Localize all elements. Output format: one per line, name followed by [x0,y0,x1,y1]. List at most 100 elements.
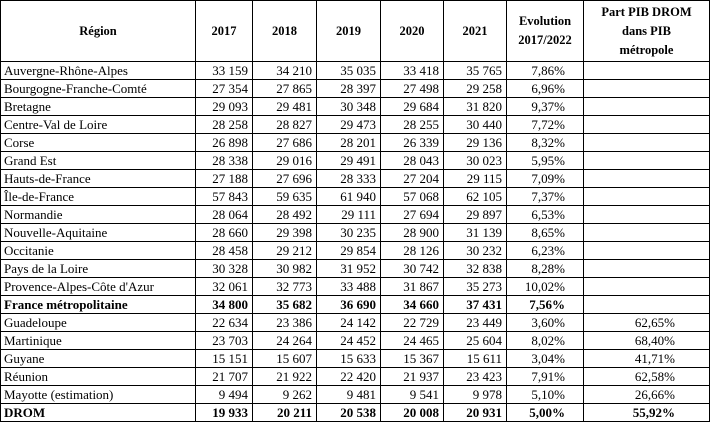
table-row: Centre-Val de Loire 28 258 28 827 29 473 28 … [0,115,710,134]
value-cell: 29 136 [443,133,507,152]
value-cell: 7,86% [506,61,584,80]
value-cell: 30 440 [443,115,507,134]
value-cell: 3,60% [506,313,584,332]
value-cell: 33 418 [380,61,444,80]
value-cell: 9 494 [195,385,253,404]
header-cell: 2020 [380,0,444,62]
value-cell: 7,37% [506,187,584,206]
region-cell: Centre-Val de Loire [0,115,196,134]
value-cell: 36 690 [316,295,381,314]
table-row: Guadeloupe 22 634 23 386 24 142 22 729 23 449… [0,313,710,332]
region-cell: Guyane [0,349,196,368]
value-cell: 57 843 [195,187,253,206]
region-cell: Normandie [0,205,196,224]
value-cell: 29 111 [316,205,381,224]
value-cell: 30 982 [252,259,317,278]
region-cell: Guadeloupe [0,313,196,332]
value-cell: 30 232 [443,241,507,260]
value-cell: 15 633 [316,349,381,368]
value-cell: 20 931 [443,403,507,422]
value-cell: 7,72% [506,115,584,134]
value-cell: 26 898 [195,133,253,152]
value-cell: 27 696 [252,169,317,188]
header-cell: Part PIB DROM dans PIB métropole [583,0,710,62]
table-row: France métropolitaine 34 800 35 682 36 690 3… [0,295,710,314]
value-cell: 27 865 [252,79,317,98]
value-cell: 30 235 [316,223,381,242]
header-row: Région 2017 2018 2019 2020 2021 Evolution 2017… [0,0,710,62]
value-cell: 20 538 [316,403,381,422]
region-cell: Île-de-France [0,187,196,206]
table-row: Auvergne-Rhône-Alpes 33 159 34 210 35 035 33… [0,61,710,80]
empty-cell [583,61,710,80]
value-cell: 7,56% [506,295,584,314]
value-cell: 9 262 [252,385,317,404]
value-cell: 23 423 [443,367,507,386]
value-cell: 61 940 [316,187,381,206]
value-cell: 9,37% [506,97,584,116]
empty-cell [583,187,710,206]
value-cell: 33 488 [316,277,381,296]
value-cell: 7,91% [506,367,584,386]
value-cell: 7,09% [506,169,584,188]
value-cell: 22 420 [316,367,381,386]
value-cell: 8,32% [506,133,584,152]
value-cell: 25 604 [443,331,507,350]
value-cell: 22 729 [380,313,444,332]
value-cell: 28 458 [195,241,253,260]
table-row: Île-de-France 57 843 59 635 61 940 57 068 62 … [0,187,710,206]
value-cell: 28 660 [195,223,253,242]
table-body: Auvergne-Rhône-Alpes 33 159 34 210 35 035 33… [0,61,710,422]
value-cell: 27 204 [380,169,444,188]
region-cell: Réunion [0,367,196,386]
value-cell: 32 061 [195,277,253,296]
value-cell: 28 338 [195,151,253,170]
empty-cell [583,97,710,116]
value-cell: 33 159 [195,61,253,80]
value-cell: 29 115 [443,169,507,188]
value-cell: 27 498 [380,79,444,98]
table-row: Pays de la Loire 30 328 30 982 31 952 30 742… [0,259,710,278]
value-cell: 28 043 [380,151,444,170]
empty-cell [583,151,710,170]
value-cell: 31 867 [380,277,444,296]
empty-cell [583,205,710,224]
table-row: Nouvelle-Aquitaine 28 660 29 398 30 235 28 9… [0,223,710,242]
value-cell: 8,02% [506,331,584,350]
region-cell: Martinique [0,331,196,350]
value-cell: 27 686 [252,133,317,152]
value-cell: 28 397 [316,79,381,98]
value-cell: 29 212 [252,241,317,260]
value-cell: 31 820 [443,97,507,116]
value-cell: 59 635 [252,187,317,206]
value-cell: 28 492 [252,205,317,224]
value-cell: 20 008 [380,403,444,422]
empty-cell [583,259,710,278]
value-cell: 37 431 [443,295,507,314]
value-cell: 15 367 [380,349,444,368]
value-cell: 28 201 [316,133,381,152]
header-cell: Région [0,0,196,62]
value-cell: 27 694 [380,205,444,224]
value-cell: 19 933 [195,403,253,422]
region-cell: DROM [0,403,196,422]
value-cell: 34 660 [380,295,444,314]
header-cell: 2019 [316,0,381,62]
empty-cell [583,79,710,98]
value-cell: 30 348 [316,97,381,116]
value-cell: 6,23% [506,241,584,260]
value-cell: 28 827 [252,115,317,134]
value-cell: 6,53% [506,205,584,224]
value-cell: 22 634 [195,313,253,332]
table-row: Occitanie 28 458 29 212 29 854 28 126 30 232 6… [0,241,710,260]
region-cell: Bourgogne-Franche-Comté [0,79,196,98]
value-cell: 31 952 [316,259,381,278]
empty-cell [583,295,710,314]
table-row: Provence-Alpes-Côte d'Azur 32 061 32 773 33… [0,277,710,296]
value-cell: 35 765 [443,61,507,80]
table-row: Mayotte (estimation) 9 494 9 262 9 481 9 541… [0,385,710,404]
value-cell: 28 333 [316,169,381,188]
value-cell: 62 105 [443,187,507,206]
value-cell: 55,92% [583,403,710,422]
